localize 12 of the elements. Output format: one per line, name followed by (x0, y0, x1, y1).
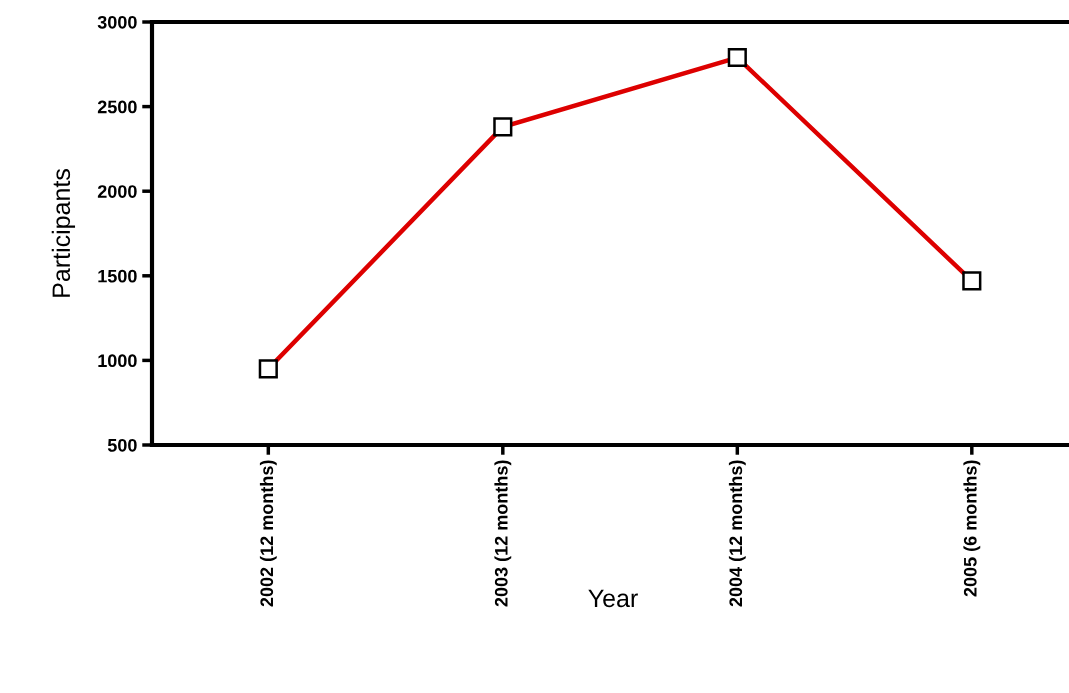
y-tick-label: 3000 (97, 15, 137, 29)
y-tick-label: 2000 (97, 185, 137, 198)
x-tick-label: 2003 (12 months) (494, 460, 512, 607)
y-tick-label: 1500 (98, 269, 137, 283)
y-tick-label: 2500 (97, 100, 137, 114)
x-tick-label: 2002 (12 months) (259, 460, 277, 607)
x-tick-label: 2005 (6 months) (963, 460, 981, 597)
x-tick-label: 2004 (12 months) (728, 460, 746, 607)
y-tick-label: 500 (107, 438, 137, 452)
y-tick-label: 1000 (98, 354, 137, 368)
y-axis-title: Participants (51, 169, 76, 297)
x-axis-title: Year (588, 589, 638, 608)
